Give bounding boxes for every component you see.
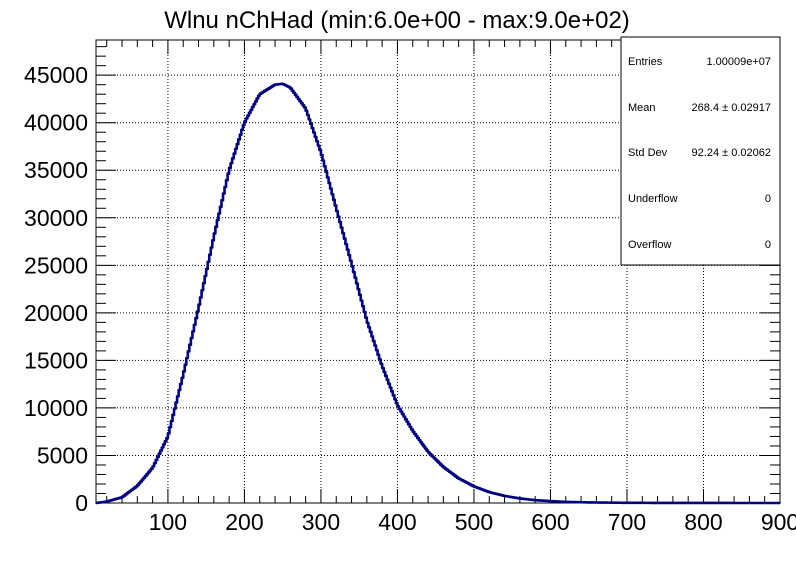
data-point [151, 467, 154, 469]
data-point [366, 319, 368, 322]
data-point [534, 499, 536, 501]
data-point [473, 485, 475, 488]
x-tick-label: 400 [378, 509, 416, 535]
data-point [396, 404, 399, 406]
data-point [289, 86, 292, 89]
stats-overflow-label: Overflow [628, 239, 671, 251]
data-point [427, 450, 429, 453]
data-point [136, 485, 139, 487]
y-tick-label: 30000 [24, 205, 88, 231]
x-tick-label: 100 [149, 509, 187, 535]
y-tick-label: 25000 [24, 252, 88, 278]
data-point [167, 435, 169, 438]
data-point [105, 500, 108, 503]
data-point [274, 83, 276, 86]
stats-box: Entries 1.00009e+07 Mean 268.4 ± 0.02917… [620, 36, 781, 266]
x-tick-label: 600 [531, 509, 569, 535]
x-tick-label: 500 [455, 509, 493, 535]
data-point [587, 501, 590, 504]
y-tick-label: 35000 [24, 157, 88, 183]
y-tick-label: 15000 [24, 347, 88, 373]
data-point [740, 502, 743, 504]
data-point [457, 477, 460, 480]
data-point [182, 373, 185, 376]
histogram-series-line [96, 82, 780, 505]
data-point [95, 502, 97, 504]
y-tick-label: 20000 [24, 300, 88, 326]
plot-frame [95, 39, 781, 504]
y-tick-label: 5000 [37, 442, 88, 468]
data-point [488, 491, 491, 493]
x-tick-label: 800 [684, 509, 722, 535]
y-tick-label: 0 [75, 490, 88, 516]
data-point [626, 502, 628, 504]
stats-stddev-value: 92.24 ± 0.02062 [692, 147, 771, 159]
data-point [381, 365, 383, 367]
x-tick-label: 900 [761, 509, 796, 535]
data-point [304, 107, 307, 110]
y-tick-label: 45000 [24, 62, 88, 88]
stats-underflow-value: 0 [765, 193, 771, 205]
data-point [549, 500, 552, 502]
stats-mean-label: Mean [628, 102, 656, 114]
series-layer [95, 82, 781, 505]
x-axis-tick-labels: 100 200 300 400 500 600 700 800 900 [149, 509, 796, 535]
data-point [243, 121, 246, 124]
x-tick-label: 700 [608, 509, 646, 535]
data-point [702, 502, 705, 504]
stats-stddev-label: Std Dev [628, 147, 668, 159]
data-point [228, 169, 230, 172]
data-point [503, 495, 506, 497]
stats-box-frame [620, 36, 781, 266]
data-point [258, 93, 261, 95]
data-point [519, 497, 521, 500]
stats-entries-value: 1.00009e+07 [706, 56, 771, 68]
data-point [411, 429, 414, 432]
data-point [335, 207, 338, 210]
stats-overflow-value: 0 [765, 239, 771, 251]
data-point [320, 151, 322, 153]
data-point [779, 502, 781, 504]
data-point [213, 236, 215, 238]
data-point [281, 82, 284, 85]
chart-title: Wlnu nChHad (min:6.0e+00 - max:9.0e+02) [164, 7, 630, 34]
data-point [564, 501, 567, 503]
stats-mean-value: 268.4 ± 0.02917 [692, 102, 771, 114]
stats-underflow-label: Underflow [628, 193, 678, 205]
x-tick-label: 200 [225, 509, 263, 535]
y-tick-label: 40000 [24, 110, 88, 136]
stats-entries-label: Entries [628, 56, 663, 68]
y-tick-label: 10000 [24, 395, 88, 421]
data-point [197, 307, 200, 309]
x-tick-label: 300 [302, 509, 340, 535]
data-point [350, 262, 353, 265]
data-point [442, 466, 445, 468]
data-point [664, 502, 667, 504]
y-axis-tick-labels: 0 5000 10000 15000 20000 25000 30000 35000 40000… [24, 62, 88, 516]
data-point [121, 496, 123, 499]
